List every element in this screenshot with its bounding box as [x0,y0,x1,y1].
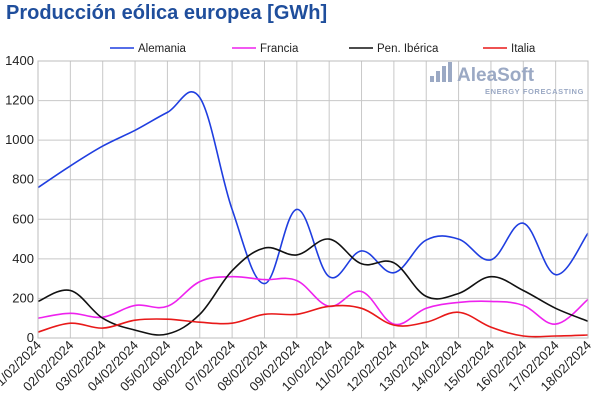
y-tick-label: 200 [12,290,34,305]
y-tick-label: 1000 [5,132,34,147]
logo-brand: AleaSoft [457,65,535,86]
chart-title: Producción eólica europea [GWh] [6,2,328,24]
legend-label: Pen. Ibérica [377,43,439,55]
aleasoft-logo: AleaSoft ENERGY FORECASTING [430,62,584,96]
legend-label: Alemania [138,43,187,55]
series-line-pen-iberica [37,238,589,336]
y-tick-label: 1400 [5,53,34,68]
plot-frame [37,60,589,339]
y-tick-label: 0 [27,330,34,345]
series-line-italia [37,304,589,338]
legend-label: Francia [260,43,299,55]
series-line-alemania [37,90,589,285]
series-lines [37,90,589,338]
y-tick-label: 1200 [5,93,34,108]
y-tick-label: 600 [12,211,34,226]
logo-mark-icon [430,62,452,82]
series-line-francia [37,275,589,326]
grid-lines [37,60,589,339]
y-axis-ticks: 0 200 400 600 800 1000 1200 1400 [5,53,34,345]
logo-tagline: ENERGY FORECASTING [485,87,584,96]
y-tick-label: 800 [12,172,34,187]
y-tick-label: 400 [12,251,34,266]
legend: Alemania Francia Pen. Ibérica Italia [110,43,536,55]
legend-label: Italia [511,43,536,55]
x-axis-ticks: 01/02/202402/02/202403/02/202404/02/2024… [0,338,594,395]
